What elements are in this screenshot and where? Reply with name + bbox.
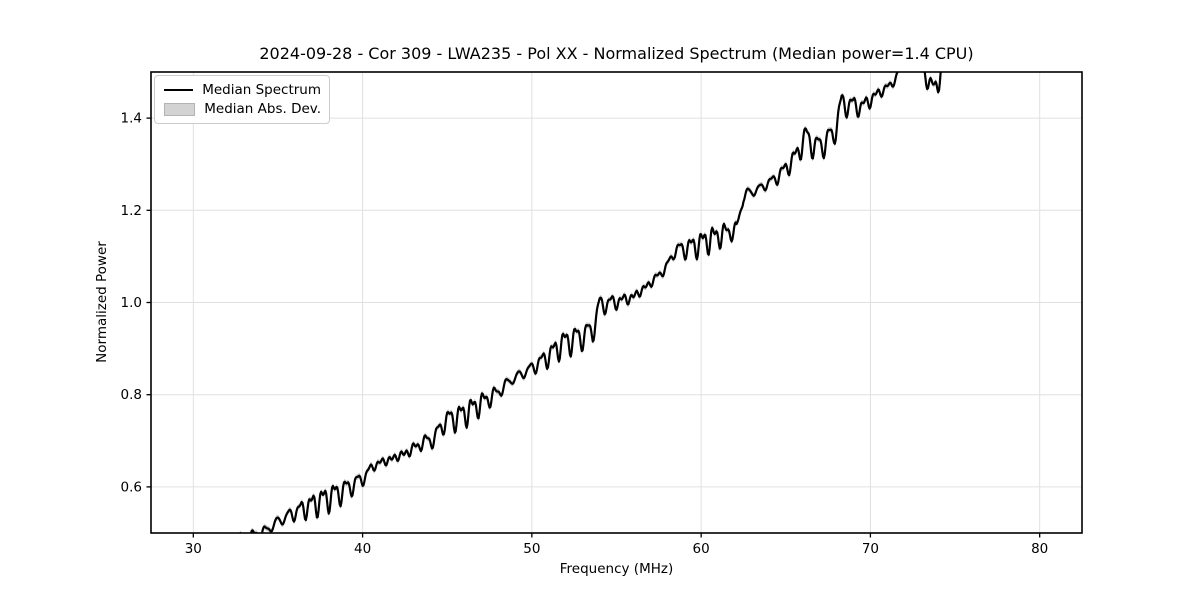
legend-item-median-spectrum: Median Spectrum bbox=[164, 82, 321, 98]
x-tick-label: 40 bbox=[354, 541, 371, 557]
y-tick-label: 1.2 bbox=[121, 203, 142, 219]
legend: Median Spectrum Median Abs. Dev. bbox=[154, 75, 330, 124]
chart-title: 2024-09-28 - Cor 309 - LWA235 - Pol XX -… bbox=[259, 44, 974, 63]
y-tick-label: 1.0 bbox=[121, 295, 142, 311]
x-tick-label: 60 bbox=[693, 541, 710, 557]
legend-patch-swatch bbox=[164, 102, 196, 116]
x-tick-label: 80 bbox=[1031, 541, 1048, 557]
y-tick-label: 1.4 bbox=[121, 111, 142, 127]
legend-label: Median Spectrum bbox=[202, 81, 321, 98]
y-tick-label: 0.6 bbox=[121, 479, 142, 495]
y-tick-label: 0.8 bbox=[121, 387, 142, 403]
x-tick-label: 70 bbox=[862, 541, 879, 557]
legend-line-swatch bbox=[164, 88, 194, 91]
median-spectrum-line bbox=[239, 72, 942, 533]
legend-item-mad: Median Abs. Dev. bbox=[164, 101, 321, 117]
x-tick-label: 30 bbox=[185, 541, 202, 557]
x-axis-label: Frequency (MHz) bbox=[559, 561, 674, 577]
y-axis-label: Normalized Power bbox=[94, 241, 110, 363]
legend-label: Median Abs. Dev. bbox=[204, 101, 321, 118]
x-tick-label: 50 bbox=[523, 541, 540, 557]
